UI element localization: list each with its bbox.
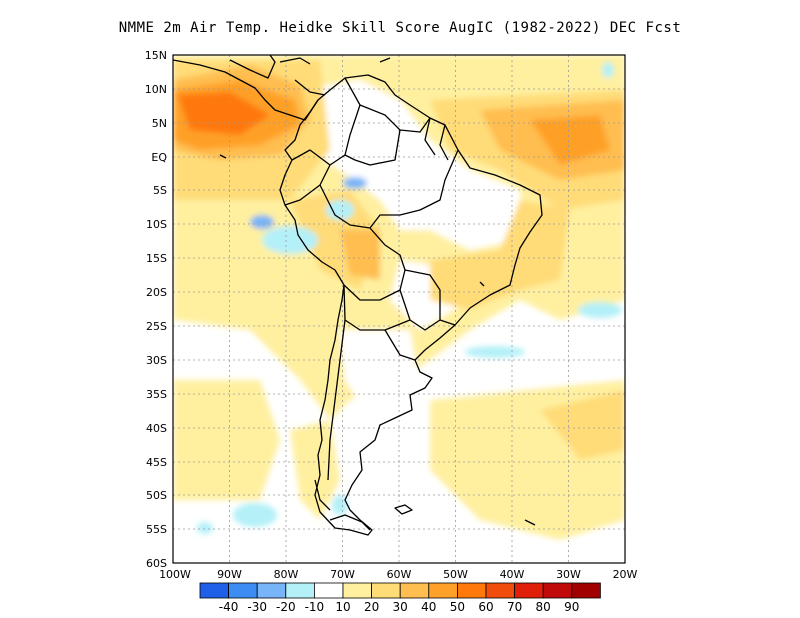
lat-label: 5S	[153, 184, 167, 197]
colorbar-label: 70	[507, 600, 522, 614]
colorbar-swatch	[371, 582, 401, 599]
lat-label: 10N	[145, 83, 167, 96]
colorbar-swatch	[285, 582, 315, 599]
lat-label: 50S	[146, 489, 167, 502]
lat-label: 15S	[146, 252, 167, 265]
lon-label: 80W	[274, 568, 299, 581]
colorbar-label: 40	[421, 600, 436, 614]
colorbar-label: 50	[450, 600, 465, 614]
colorbar-swatch	[342, 582, 373, 599]
chart-title: NMME 2m Air Temp. Heidke Skill Score Aug…	[118, 20, 682, 36]
lon-label: 90W	[217, 568, 242, 581]
colorbar-label: 80	[536, 600, 551, 614]
lon-label: 70W	[330, 568, 355, 581]
colorbar-swatch	[542, 582, 573, 599]
colorbar-label: 90	[564, 600, 579, 614]
lon-label: 100W	[159, 568, 191, 581]
colorbar-swatch	[456, 582, 487, 599]
lon-label: 50W	[443, 568, 468, 581]
map-frame	[172, 54, 626, 564]
lon-label: 40W	[500, 568, 525, 581]
colorbar-label: 10	[335, 600, 350, 614]
lat-label: 40S	[146, 422, 167, 435]
lon-label: 20W	[613, 568, 638, 581]
lat-label: EQ	[151, 151, 167, 164]
colorbar-swatch	[485, 582, 516, 599]
lat-label: 35S	[146, 388, 167, 401]
colorbar-label: -10	[305, 600, 325, 614]
lat-label: 5N	[152, 117, 167, 130]
lat-label: 55S	[146, 523, 167, 536]
colorbar-swatch	[228, 582, 258, 599]
lat-label: 25S	[146, 320, 167, 333]
colorbar-swatch	[399, 582, 430, 599]
coastlines	[173, 55, 543, 536]
lat-label: 15N	[145, 49, 167, 62]
lon-label: 30W	[556, 568, 581, 581]
lon-axis-labels: 100W 90W 80W 70W 60W 50W 40W 30W 20W	[159, 568, 637, 581]
colorbar: -40 -30 -20 -10 10 20 30 40 50 60 70 80 90	[199, 582, 601, 614]
colorbar-swatch	[571, 582, 601, 599]
colorbar-swatch	[256, 582, 287, 599]
colorbar-label: -20	[276, 600, 296, 614]
colorbar-label: -30	[247, 600, 267, 614]
colorbar-swatches	[199, 582, 601, 599]
colorbar-swatch	[428, 582, 458, 599]
colorbar-label: 20	[364, 600, 379, 614]
colorbar-swatch	[199, 582, 230, 599]
lat-label: 60S	[146, 557, 167, 570]
colorbar-label: -40	[219, 600, 239, 614]
colorbar-label: 60	[478, 600, 493, 614]
colorbar-label: 30	[393, 600, 408, 614]
lat-label: 45S	[146, 456, 167, 469]
lat-axis-labels: 15N 10N 5N EQ 5S 10S 15S 20S 25S 30S 35S…	[145, 49, 168, 570]
graticule	[173, 55, 625, 563]
colorbar-swatch	[313, 582, 344, 599]
lat-label: 10S	[146, 218, 167, 231]
colorbar-labels: -40 -30 -20 -10 10 20 30 40 50 60 70 80 90	[219, 600, 580, 614]
lat-label: 20S	[146, 286, 167, 299]
colorbar-swatch	[514, 582, 544, 599]
lon-label: 60W	[387, 568, 412, 581]
lat-label: 30S	[146, 354, 167, 367]
